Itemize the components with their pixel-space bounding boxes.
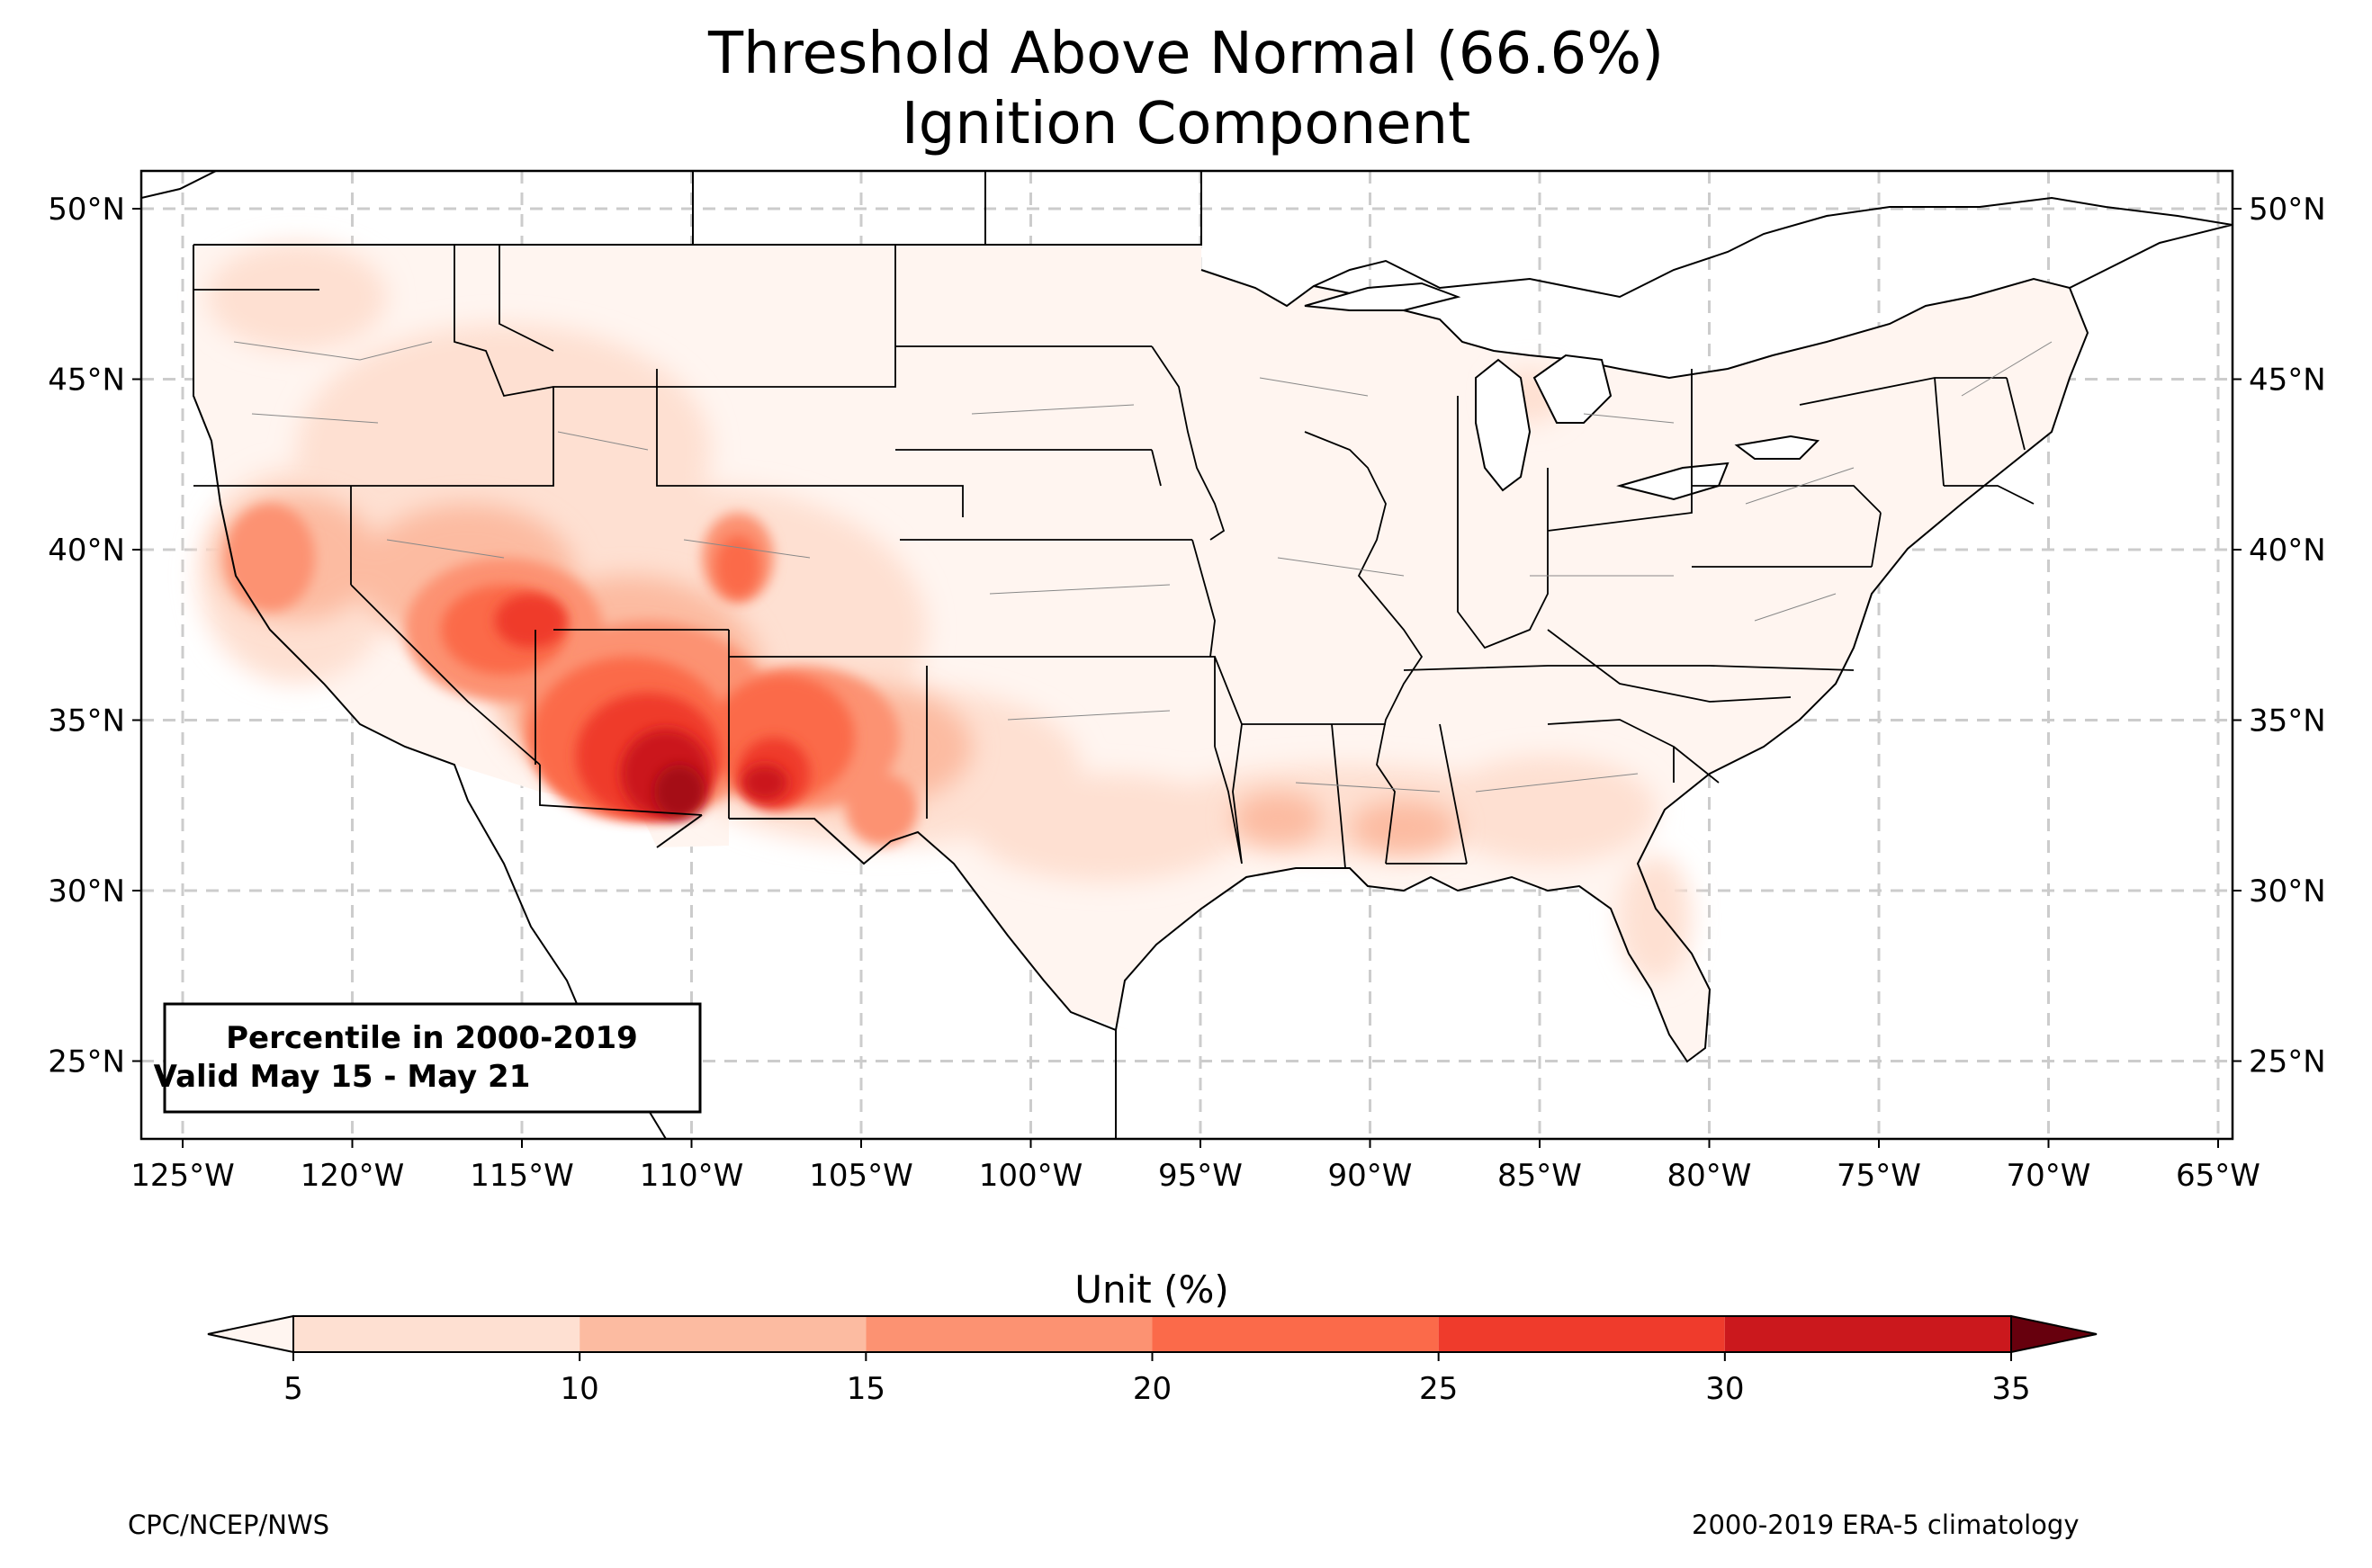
lon-label: 100°W <box>979 1158 1083 1194</box>
colorbar-ticks: 5 10 15 20 25 30 35 <box>283 1352 2031 1407</box>
map-area <box>141 171 2233 1139</box>
contour-band-35-plus <box>654 765 705 819</box>
lon-label: 65°W <box>2176 1158 2260 1194</box>
lat-label: 30°N <box>48 874 125 909</box>
footer-climatology: 2000-2019 ERA-5 climatology <box>1692 1510 2080 1540</box>
annotation-line-1: Percentile in 2000-2019 <box>226 1020 638 1056</box>
colorbar-tick-label: 5 <box>283 1371 303 1407</box>
map-title: Threshold Above Normal (66.6%) <box>707 21 1665 87</box>
lon-label: 75°W <box>1837 1158 1921 1194</box>
latitude-labels-right: 50°N 45°N 40°N 35°N 30°N 25°N <box>2233 192 2326 1080</box>
lon-label: 105°W <box>809 1158 913 1194</box>
county-lines <box>233 341 2053 793</box>
lon-label: 85°W <box>1497 1158 1582 1194</box>
colorbar-tick-label: 35 <box>1991 1371 2030 1407</box>
lon-label: 125°W <box>130 1158 235 1194</box>
colorbar-tick-label: 30 <box>1705 1371 1744 1407</box>
footer-source: CPC/NCEP/NWS <box>128 1510 330 1540</box>
lat-label: 35°N <box>48 703 125 739</box>
lon-label: 95°W <box>1158 1158 1243 1194</box>
annotation-box: Percentile in 2000-2019 Valid May 15 - M… <box>154 1002 702 1114</box>
lon-label: 90°W <box>1328 1158 1413 1194</box>
lat-label: 25°N <box>48 1044 125 1080</box>
great-lakes <box>1304 282 1820 501</box>
colorbar-segments <box>207 1314 2098 1354</box>
colorbar-label: Unit (%) <box>1074 1268 1229 1312</box>
colorbar-tick-label: 15 <box>847 1371 885 1407</box>
lat-label: 45°N <box>2249 363 2326 399</box>
annotation-line-2: Valid May 15 - May 21 <box>154 1059 531 1095</box>
lat-label: 45°N <box>48 363 125 399</box>
lat-label: 50°N <box>2249 192 2326 228</box>
longitude-labels: 125°W 120°W 115°W 110°W 105°W 100°W 95°W 90°W 85… <box>130 1139 2260 1194</box>
colorbar-tick-label: 20 <box>1133 1371 1172 1407</box>
colorbar-segment <box>1438 1316 1725 1352</box>
lat-label: 40°N <box>48 533 125 569</box>
lat-label: 30°N <box>2249 874 2326 909</box>
colorbar-segment <box>1724 1316 2011 1352</box>
lon-label: 110°W <box>640 1158 744 1194</box>
colorbar: Unit (%) 5 10 15 20 25 30 35 <box>207 1268 2098 1407</box>
colorbar-segment <box>866 1316 1153 1352</box>
colorbar-extend-low <box>207 1314 294 1354</box>
lon-label: 70°W <box>2007 1158 2091 1194</box>
lon-label: 80°W <box>1667 1158 1752 1194</box>
colorbar-segment <box>1152 1316 1439 1352</box>
lon-label: 120°W <box>301 1158 405 1194</box>
colorbar-segment <box>293 1316 580 1352</box>
lat-label: 40°N <box>2249 533 2326 569</box>
lon-label: 115°W <box>470 1158 574 1194</box>
colorbar-tick-label: 25 <box>1419 1371 1458 1407</box>
colorbar-segment <box>580 1316 867 1352</box>
map-frame <box>139 169 2234 1141</box>
colorbar-tick-label: 10 <box>561 1371 599 1407</box>
latitude-labels-left: 50°N 45°N 40°N 35°N 30°N 25°N <box>48 192 141 1080</box>
lat-label: 35°N <box>2249 703 2326 739</box>
coastline <box>141 171 2233 1139</box>
state-boundaries <box>193 245 2035 869</box>
lat-label: 50°N <box>48 192 125 228</box>
lat-label: 25°N <box>2249 1044 2326 1080</box>
colorbar-extend-high <box>2010 1314 2098 1354</box>
map-subtitle: Ignition Component <box>901 91 1471 157</box>
